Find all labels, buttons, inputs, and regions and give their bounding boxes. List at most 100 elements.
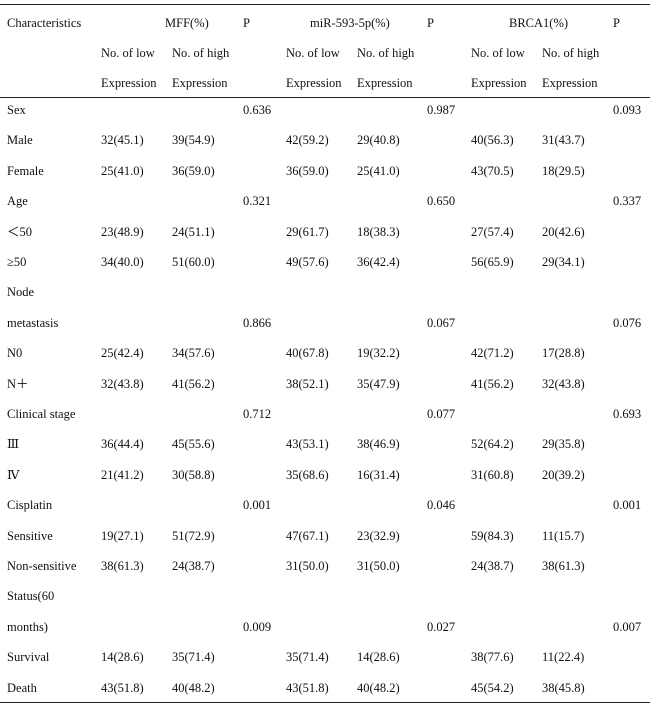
count-cell: 23(32.9)	[357, 528, 400, 543]
count-cell: 43(51.8)	[286, 680, 329, 695]
p-value-cell: 0.027	[427, 619, 456, 634]
p-value-cell: 0.987	[427, 103, 456, 117]
row-label: N0	[7, 346, 23, 361]
count-cell: 32(43.8)	[101, 376, 144, 391]
row-label: ≥50	[7, 255, 27, 269]
row-label: Sex	[7, 103, 26, 117]
count-cell: 43(51.8)	[101, 680, 144, 695]
count-cell: 38(46.9)	[357, 437, 400, 452]
p-value-cell: 0.093	[613, 103, 642, 117]
row-label: Clinical stage	[7, 407, 76, 421]
header-brca1-high-1: No. of high	[542, 46, 600, 60]
count-cell: 43(70.5)	[471, 163, 514, 178]
count-cell: 45(55.6)	[172, 437, 215, 452]
row-label: Ⅳ	[7, 467, 20, 482]
count-cell: 35(68.6)	[286, 467, 329, 482]
p-value-cell: 0.866	[243, 315, 272, 330]
count-cell: 47(67.1)	[286, 528, 329, 543]
count-cell: 43(53.1)	[286, 437, 329, 452]
count-cell: 29(34.1)	[542, 255, 585, 269]
count-cell: 14(28.6)	[357, 650, 400, 665]
count-cell: 29(61.7)	[286, 224, 329, 239]
row-label: ＜50	[7, 224, 33, 239]
count-cell: 25(42.4)	[101, 346, 144, 361]
count-cell: 30(58.8)	[172, 467, 215, 482]
header-mff-low-1: No. of low	[101, 46, 155, 60]
count-cell: 36(44.4)	[101, 437, 144, 452]
count-cell: 31(60.8)	[471, 467, 514, 482]
count-cell: 56(65.9)	[471, 255, 514, 269]
p-value-cell: 0.001	[613, 498, 642, 513]
header-mff-high-1: No. of high	[172, 46, 230, 60]
p-value-cell: 0.007	[613, 619, 642, 634]
count-cell: 11(22.4)	[542, 650, 585, 665]
count-cell: 31(50.0)	[286, 559, 329, 573]
header-brca1-low-2: Expression	[471, 76, 527, 90]
count-cell: 51(60.0)	[172, 255, 215, 269]
p-value-cell: 0.650	[427, 194, 456, 209]
count-cell: 35(71.4)	[172, 650, 215, 665]
count-cell: 18(29.5)	[542, 163, 585, 178]
header-mir-high-1: No. of high	[357, 46, 415, 60]
count-cell: 29(35.8)	[542, 437, 585, 452]
count-cell: 35(47.9)	[357, 376, 400, 391]
row-label: Ⅲ	[7, 437, 20, 452]
count-cell: 31(43.7)	[542, 133, 585, 148]
count-cell: 41(56.2)	[471, 376, 514, 391]
p-value-cell: 0.712	[243, 407, 272, 421]
count-cell: 38(77.6)	[471, 650, 514, 665]
row-label: metastasis	[7, 315, 59, 330]
p-value-cell: 0.077	[427, 407, 456, 421]
row-label: months)	[7, 619, 48, 634]
count-cell: 34(40.0)	[101, 255, 144, 269]
count-cell: 40(48.2)	[357, 680, 400, 695]
count-cell: 36(42.4)	[357, 255, 400, 269]
count-cell: 17(28.8)	[542, 346, 585, 361]
header-group-mff: MFF(%)	[165, 16, 209, 30]
count-cell: 49(57.6)	[286, 255, 329, 269]
header-brca1-high-2: Expression	[542, 76, 598, 90]
row-label: Node	[7, 285, 35, 300]
header-mir-low-2: Expression	[286, 76, 342, 90]
count-cell: 21(41.2)	[101, 467, 144, 482]
row-label: Age	[7, 194, 28, 209]
p-value-cell: 0.337	[613, 194, 642, 209]
count-cell: 31(50.0)	[357, 559, 400, 573]
count-cell: 52(64.2)	[471, 437, 514, 452]
count-cell: 39(54.9)	[172, 133, 215, 148]
header-group-mir: miR-593-5p(%)	[310, 16, 390, 30]
count-cell: 36(59.0)	[286, 163, 329, 178]
count-cell: 41(56.2)	[172, 376, 215, 391]
header-mir-low-1: No. of low	[286, 46, 340, 60]
p-value-cell: 0.046	[427, 498, 456, 513]
count-cell: 36(59.0)	[172, 163, 215, 178]
count-cell: 40(48.2)	[172, 680, 215, 695]
count-cell: 25(41.0)	[357, 163, 400, 178]
count-cell: 24(51.1)	[172, 224, 215, 239]
row-label: Death	[7, 680, 37, 695]
row-label: Survival	[7, 650, 50, 665]
header-mff-high-2: Expression	[172, 76, 228, 90]
count-cell: 14(28.6)	[101, 650, 144, 665]
row-label: N＋	[7, 376, 29, 391]
count-cell: 42(59.2)	[286, 133, 329, 148]
count-cell: 40(56.3)	[471, 133, 514, 148]
header-p-brca1: P	[613, 16, 620, 30]
row-label: Status(60	[7, 589, 55, 604]
count-cell: 40(67.8)	[286, 346, 329, 361]
header-p-mir: P	[427, 16, 434, 30]
count-cell: 32(43.8)	[542, 376, 585, 391]
count-cell: 51(72.9)	[172, 528, 215, 543]
p-value-cell: 0.067	[427, 315, 456, 330]
row-label: Female	[7, 163, 44, 178]
count-cell: 20(39.2)	[542, 467, 585, 482]
p-value-cell: 0.636	[243, 103, 272, 117]
header-p-mff: P	[243, 16, 250, 30]
header-brca1-low-1: No. of low	[471, 46, 525, 60]
row-label: Cisplatin	[7, 498, 53, 513]
count-cell: 23(48.9)	[101, 224, 144, 239]
count-cell: 24(38.7)	[471, 559, 514, 573]
count-cell: 27(57.4)	[471, 224, 514, 239]
row-label: Male	[7, 133, 33, 148]
count-cell: 18(38.3)	[357, 224, 400, 239]
